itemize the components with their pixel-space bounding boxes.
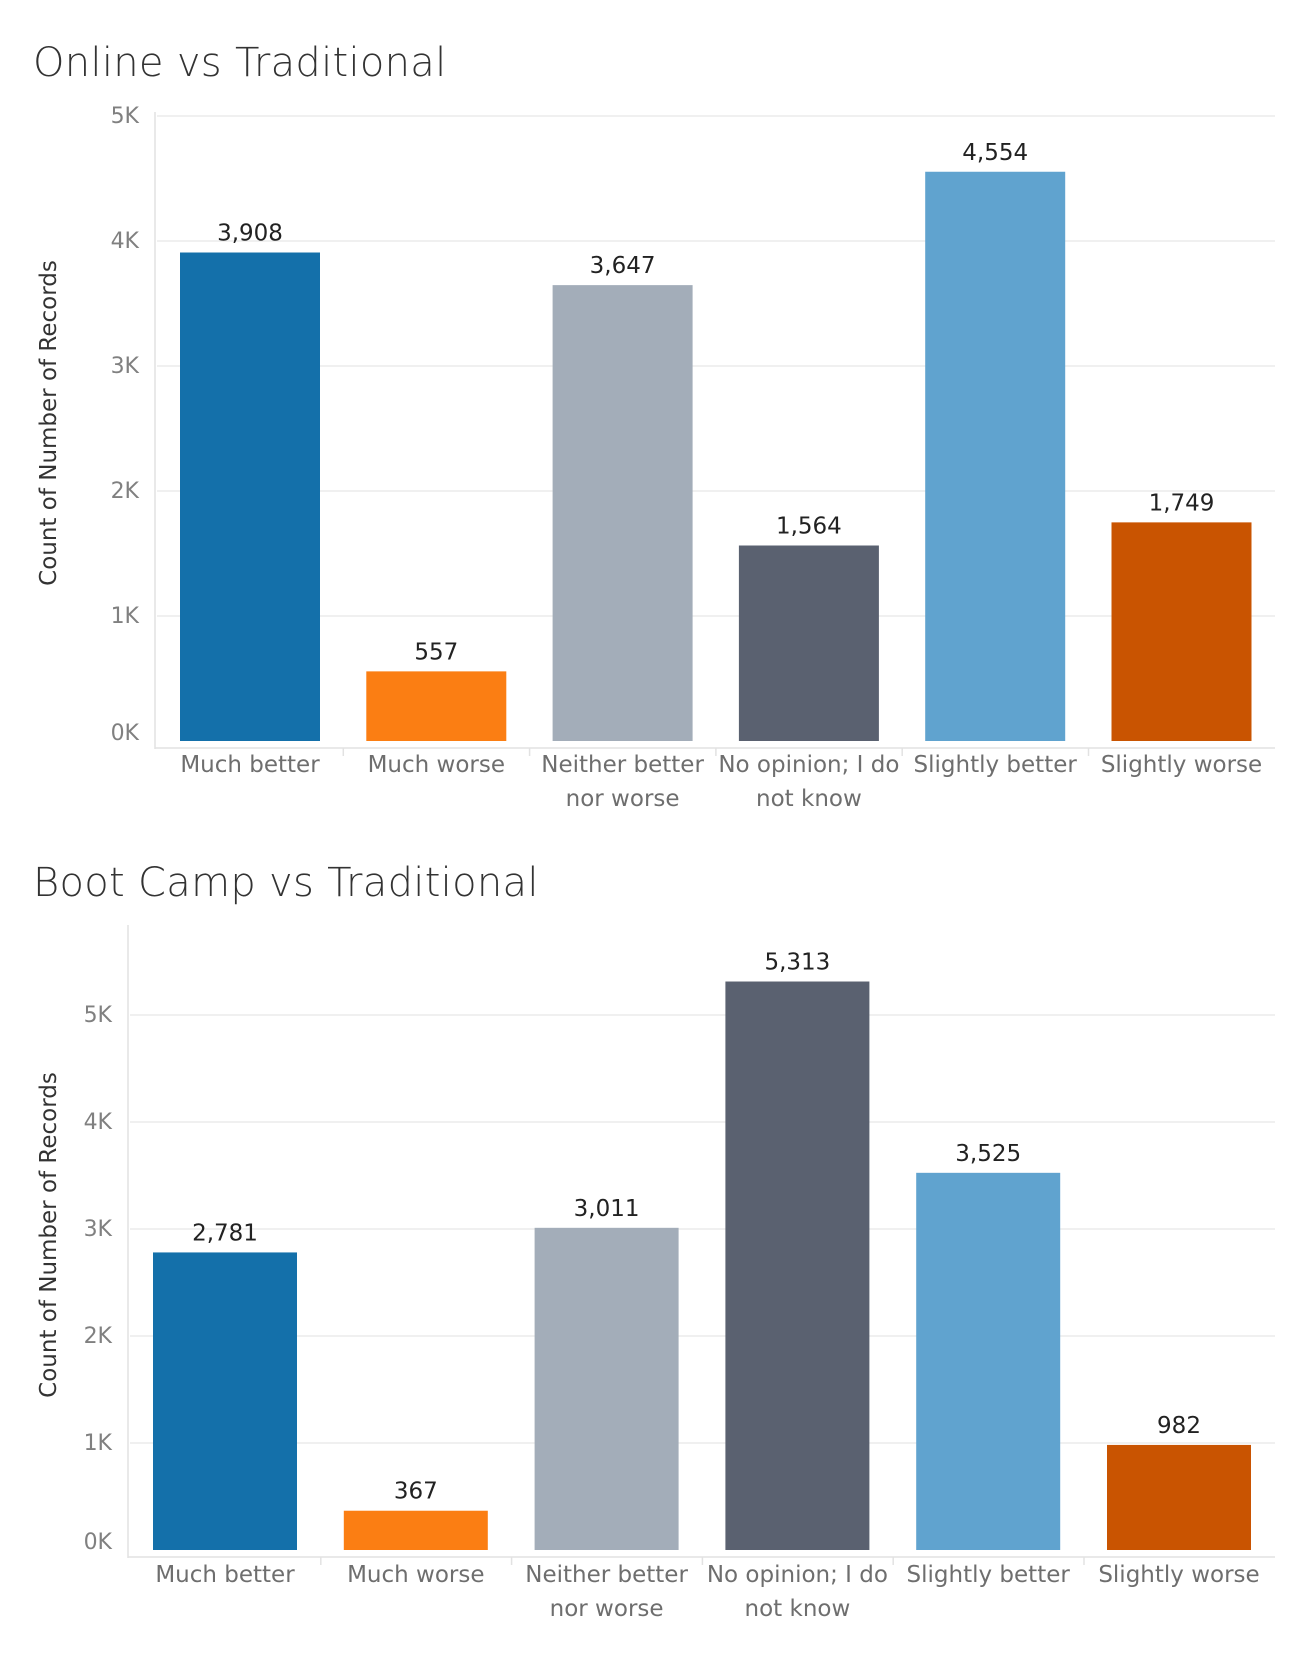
category-label: No opinion; I do (718, 752, 899, 778)
y-axis-label: Count of Number of Records (36, 1072, 62, 1398)
data-label: 2,781 (192, 1220, 258, 1246)
category-label: Slightly better (914, 752, 1078, 778)
y-tick-label: 2K (111, 479, 140, 504)
data-label: 367 (394, 1479, 438, 1505)
data-label: 3,011 (574, 1196, 640, 1222)
y-tick-label: 0K (111, 721, 140, 746)
chart-title-online: Online vs Traditional (33, 40, 447, 86)
category-label: Slightly worse (1101, 752, 1262, 778)
data-label: 3,525 (955, 1141, 1021, 1167)
bar (343, 1510, 488, 1550)
data-label: 3,908 (217, 221, 283, 247)
data-label: 982 (1157, 1413, 1201, 1439)
y-tick-label: 5K (111, 104, 140, 129)
data-label: 557 (414, 639, 458, 665)
category-label: not know (745, 1596, 851, 1622)
y-tick-label: 4K (84, 1110, 113, 1135)
chart-title-bootcamp: Boot Camp vs Traditional (33, 860, 539, 906)
data-label: 3,647 (590, 253, 656, 279)
y-axis-label: Count of Number of Records (36, 260, 62, 586)
data-label: 4,554 (962, 140, 1028, 166)
bar (180, 252, 320, 741)
category-label: nor worse (566, 786, 680, 812)
bar (366, 671, 507, 741)
category-label: Much better (180, 752, 320, 778)
category-label: not know (756, 786, 862, 812)
bar (1111, 522, 1252, 741)
data-label: 1,749 (1149, 490, 1215, 516)
bar (1107, 1444, 1251, 1550)
bar (925, 171, 1066, 741)
y-tick-label: 5K (84, 1003, 113, 1028)
category-label: Neither better (541, 752, 704, 778)
category-label: Much worse (347, 1562, 484, 1588)
category-label: Neither better (525, 1562, 688, 1588)
bar (153, 1252, 297, 1550)
y-tick-label: 0K (84, 1530, 113, 1555)
bar (725, 981, 870, 1550)
bar (552, 285, 693, 741)
y-tick-label: 1K (84, 1431, 113, 1456)
category-label: Slightly better (907, 1562, 1071, 1588)
category-label: Much worse (368, 752, 505, 778)
category-label: Slightly worse (1098, 1562, 1259, 1588)
data-label: 5,313 (764, 950, 830, 976)
bar (916, 1172, 1061, 1550)
data-label: 1,564 (776, 514, 842, 540)
y-tick-label: 1K (111, 604, 140, 629)
bar (738, 545, 879, 741)
y-tick-label: 3K (84, 1217, 113, 1242)
category-label: Much better (155, 1562, 295, 1588)
category-label: nor worse (550, 1596, 664, 1622)
y-tick-label: 4K (111, 229, 140, 254)
y-tick-label: 3K (111, 354, 140, 379)
category-label: No opinion; I do (707, 1562, 888, 1588)
bar (534, 1227, 679, 1550)
y-tick-label: 2K (84, 1324, 113, 1349)
